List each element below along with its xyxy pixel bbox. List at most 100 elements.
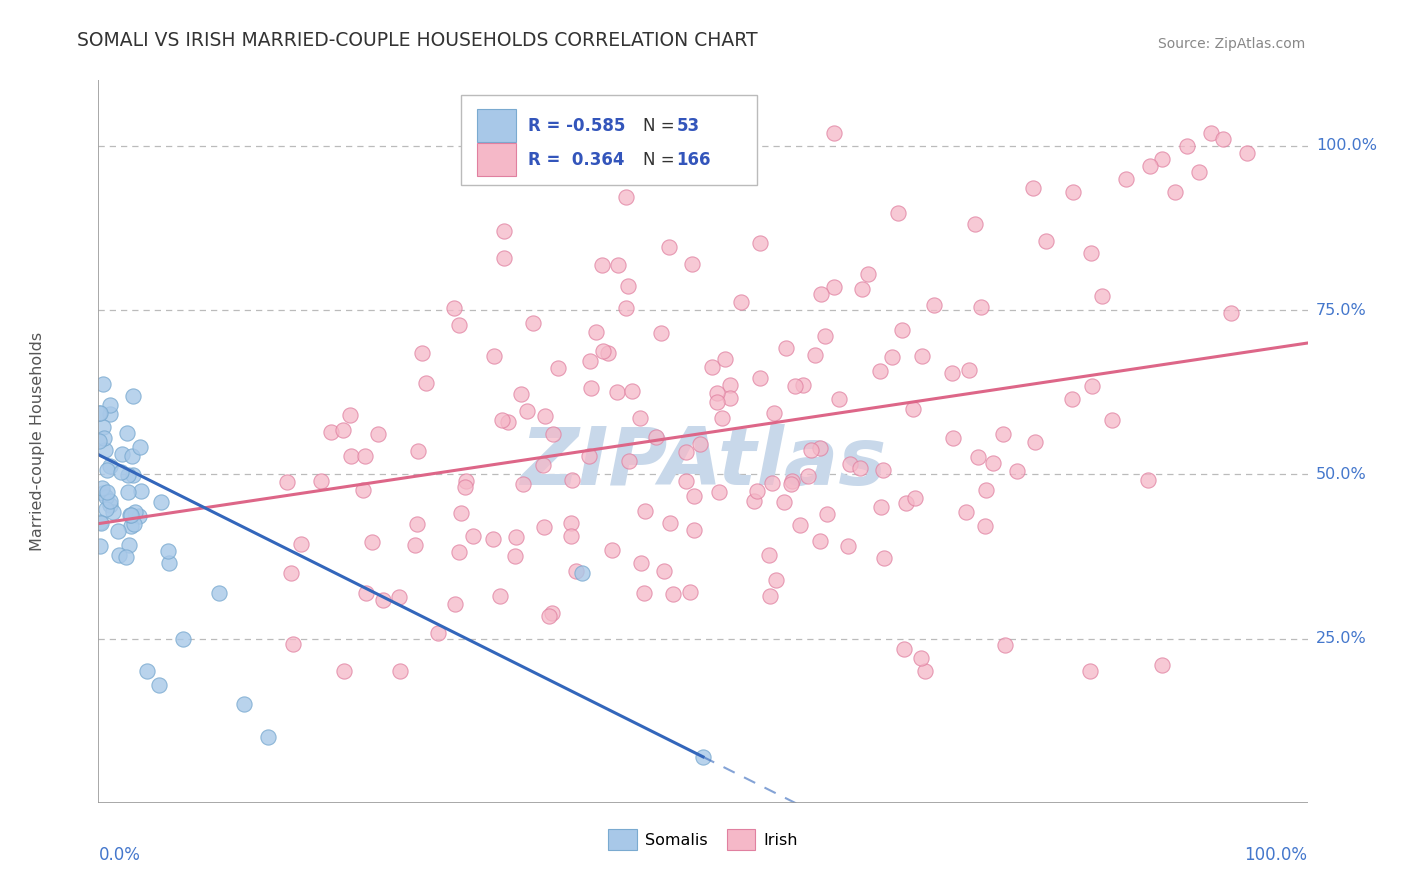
Point [157,556,180,570]
Point [89,434,111,448]
Point [683,489,706,503]
Point [512,476,534,491]
Point [492,224,515,238]
Point [1022,180,1045,194]
Point [415,376,437,391]
Point [745,483,768,498]
Point [658,240,681,254]
Point [531,458,554,473]
Point [100,498,122,512]
Point [280,566,302,580]
Text: N =: N = [643,151,673,169]
Text: 50.0%: 50.0% [1316,467,1367,482]
Point [115,426,138,441]
Point [910,651,932,665]
Point [1175,139,1198,153]
Point [107,524,129,538]
Point [955,506,977,520]
Point [121,449,143,463]
Point [135,665,157,679]
Point [970,300,993,314]
Point [869,364,891,378]
Point [172,632,194,646]
Point [763,406,786,420]
Point [93,431,115,445]
Point [1091,288,1114,302]
Point [91,486,114,500]
Point [120,519,142,533]
Text: 100.0%: 100.0% [1316,138,1376,153]
Point [959,363,981,377]
Point [496,415,519,429]
Point [662,587,685,601]
Point [121,467,143,482]
Point [780,476,803,491]
Point [332,423,354,437]
Point [579,354,602,368]
Text: R =  0.364: R = 0.364 [527,151,624,169]
Point [1199,126,1222,140]
Point [232,698,254,712]
Point [849,461,872,475]
Text: R = -0.585: R = -0.585 [527,117,626,135]
Point [571,566,593,580]
Point [808,441,831,455]
Point [309,474,332,488]
Point [679,584,702,599]
Point [808,533,831,548]
Point [707,485,730,500]
Point [773,494,796,508]
Point [887,206,910,220]
Point [914,665,936,679]
Point [481,533,503,547]
Point [823,280,845,294]
Point [893,642,915,657]
Point [98,408,121,422]
Point [758,589,780,603]
Point [373,593,395,607]
Point [117,484,139,499]
Point [503,549,526,563]
Point [901,402,924,417]
Point [122,517,145,532]
Point [965,218,987,232]
Point [718,391,741,405]
Point [620,384,643,398]
Point [730,295,752,310]
Point [405,516,427,531]
Point [1236,145,1258,160]
Point [96,490,118,504]
Point [449,545,471,559]
Point [1212,132,1234,146]
Point [1078,665,1101,679]
Point [634,504,657,518]
Point [856,268,879,282]
Point [814,329,837,343]
Point [491,413,513,427]
Point [115,550,138,565]
Point [87,406,110,420]
Point [780,475,803,489]
Point [533,520,555,534]
Point [150,495,173,509]
Point [208,585,231,599]
Point [360,534,382,549]
Point [505,530,527,544]
Point [1136,473,1159,487]
Point [91,482,114,496]
Point [710,411,733,425]
Point [110,465,132,479]
Point [411,346,433,360]
Point [675,445,697,459]
Point [591,258,613,272]
Point [851,283,873,297]
Text: 25.0%: 25.0% [1316,632,1367,646]
Point [91,419,114,434]
Point [1062,392,1084,406]
Point [90,516,112,531]
Point [100,398,122,412]
Point [454,474,477,488]
Point [339,408,361,422]
Text: SOMALI VS IRISH MARRIED-COUPLE HOUSEHOLDS CORRELATION CHART: SOMALI VS IRISH MARRIED-COUPLE HOUSEHOLD… [77,31,758,50]
Point [122,389,145,403]
